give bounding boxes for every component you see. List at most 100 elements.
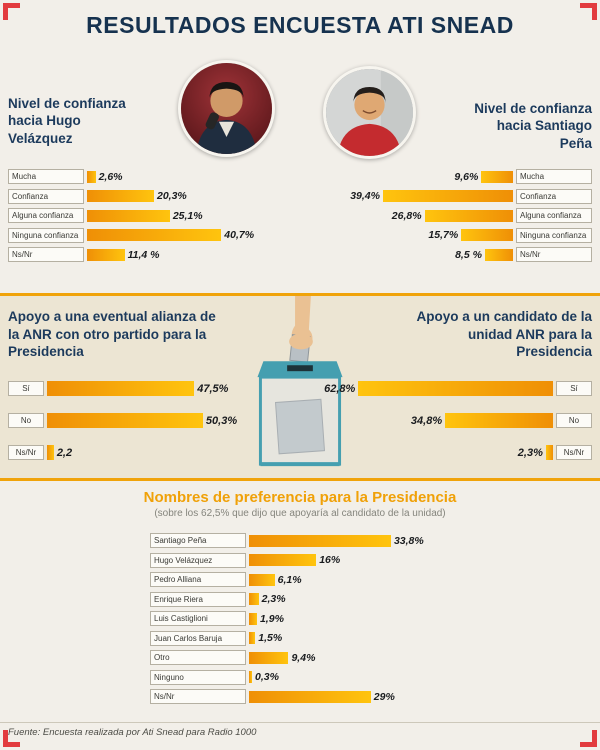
bar-row: 8,5 % Ns/Nr — [307, 245, 592, 265]
bar — [249, 671, 252, 684]
value-label: 34,8% — [410, 414, 443, 427]
category-label: No — [8, 413, 44, 429]
category-label: Confianza — [516, 188, 592, 204]
bar-row: Sí 47,5% — [8, 373, 248, 405]
bar — [249, 612, 257, 625]
bar-row: 26,8% Alguna confianza — [307, 206, 592, 226]
bar — [249, 593, 259, 606]
chart-title-unity-candidate: Apoyo a un candidato de la unidad ANR pa… — [416, 309, 592, 360]
chart-subtitle-preference: (sobre los 62,5% que dijo que apoyaría a… — [154, 508, 446, 519]
value-label: 9,4% — [291, 651, 316, 664]
bar — [87, 170, 96, 183]
corner-mark-top-left — [3, 3, 20, 20]
chart-alliance-support: Sí 47,5% No 50,3% Ns/Nr 2,2 — [8, 373, 248, 469]
bar-row: Alguna confianza 25,1% — [8, 206, 293, 226]
category-label: Alguna confianza — [8, 208, 84, 224]
value-label: 1,5% — [258, 632, 283, 645]
bar-row: Ns/Nr 11,4 % — [8, 245, 293, 265]
bar-row: 9,6% Mucha — [307, 167, 592, 187]
bar — [382, 190, 513, 203]
bar — [87, 248, 125, 261]
chart-confidence-pena: 9,6% Mucha 39,4% Confianza 26,8% Alguna confi… — [307, 167, 592, 265]
value-label: 11,4 % — [127, 248, 160, 261]
bar — [358, 381, 553, 397]
bar-row: Ns/Nr 2,2 — [8, 437, 248, 469]
person-portrait-icon — [181, 63, 272, 154]
avatar-hugo-velazquez — [178, 60, 275, 157]
value-label: 26,8% — [391, 209, 422, 222]
avatar-santiago-pena — [323, 66, 416, 159]
value-label: 33,8% — [393, 534, 424, 547]
bar — [87, 209, 170, 222]
value-label: 6,1% — [277, 573, 302, 586]
bar — [545, 445, 553, 461]
category-label: Sí — [556, 381, 592, 397]
bar — [249, 632, 256, 645]
chart-unity-candidate: 62,8% Sí 34,8% No 2,3% Ns/Nr — [324, 373, 592, 469]
bar-row: No 50,3% — [8, 405, 248, 437]
category-label: Santiago Peña — [150, 533, 246, 549]
bar-row: Pedro Alliana 6,1% — [150, 570, 590, 590]
bar-row: Ns/Nr 29% — [150, 687, 590, 707]
bar — [47, 381, 195, 397]
category-label: Pedro Alliana — [150, 572, 246, 588]
category-label: Ns/Nr — [8, 247, 84, 263]
category-label: Ns/Nr — [8, 445, 44, 461]
category-label: Mucha — [516, 169, 592, 185]
bar-row: Luis Castiglioni 1,9% — [150, 609, 590, 629]
category-label: Otro — [150, 650, 246, 666]
bar-row: Otro 9,4% — [150, 648, 590, 668]
unity-candidate-section: Apoyo a un candidato de la unidad ANR pa… — [324, 308, 592, 469]
bar-row: Ninguna confianza 40,7% — [8, 226, 293, 246]
bar-row: Santiago Peña 33,8% — [150, 531, 590, 551]
chart-title-preference: Nombres de preferencia para la Presidenc… — [143, 489, 457, 506]
corner-mark-bottom-left — [3, 730, 20, 747]
category-label: Ns/Nr — [150, 689, 246, 705]
bar — [47, 413, 203, 429]
value-label: 0,3% — [255, 671, 279, 684]
bar-row: 39,4% Confianza — [307, 187, 592, 207]
value-label: 50,3% — [205, 414, 238, 427]
ballot-box-icon — [257, 296, 343, 467]
bar — [481, 170, 513, 183]
value-label: 40,7% — [224, 229, 255, 242]
value-label: 25,1% — [172, 209, 203, 222]
category-label: No — [556, 413, 592, 429]
value-label: 62,8% — [324, 382, 356, 395]
chart-title-alliance-support: Apoyo a una eventual alianza de la ANR c… — [8, 309, 216, 360]
bar-row: Juan Carlos Baruja 1,5% — [150, 629, 590, 649]
value-label: 2,3% — [517, 446, 543, 459]
value-label: 2,6% — [98, 170, 123, 183]
chart-preference-names: Santiago Peña 33,8% Hugo Velázquez 16% Pedro… — [150, 531, 590, 707]
ballot-box-illustration — [245, 296, 355, 478]
chart-title-confidence-velazquez: Nivel de confianza hacia Hugo Velázquez — [8, 96, 126, 146]
value-label: 2,3% — [261, 593, 286, 606]
bar-row: Ninguno 0,3% — [150, 668, 590, 688]
category-label: Alguna confianza — [516, 208, 592, 224]
bar — [249, 690, 371, 703]
bar — [249, 573, 275, 586]
value-label: 8,5 % — [455, 248, 482, 261]
bar-row: Mucha 2,6% — [8, 167, 293, 187]
category-label: Confianza — [8, 188, 84, 204]
category-label: Ns/Nr — [516, 247, 592, 263]
category-label: Luis Castiglioni — [150, 611, 246, 627]
category-label: Enrique Riera — [150, 591, 246, 607]
footer-divider — [0, 722, 600, 723]
bar-row: 34,8% No — [352, 405, 592, 437]
bar-row: Confianza 20,3% — [8, 187, 293, 207]
chart-title-confidence-pena: Nivel de confianza hacia Santiago Peña — [474, 101, 592, 151]
bar — [424, 209, 513, 222]
corner-mark-top-right — [580, 3, 597, 20]
bar-row: Enrique Riera 2,3% — [150, 590, 590, 610]
bar — [47, 445, 54, 461]
value-label: 2,2 — [56, 446, 73, 459]
value-label: 39,4% — [350, 190, 380, 203]
chart-confidence-velazquez: Mucha 2,6% Confianza 20,3% Alguna confianza 2… — [8, 167, 293, 265]
category-label: Ninguna confianza — [516, 227, 592, 243]
category-label: Ninguno — [150, 669, 246, 685]
bar-row: Hugo Velázquez 16% — [150, 551, 590, 571]
page-title: RESULTADOS ENCUESTA ATI SNEAD — [86, 12, 514, 38]
value-label: 9,6% — [454, 170, 479, 183]
